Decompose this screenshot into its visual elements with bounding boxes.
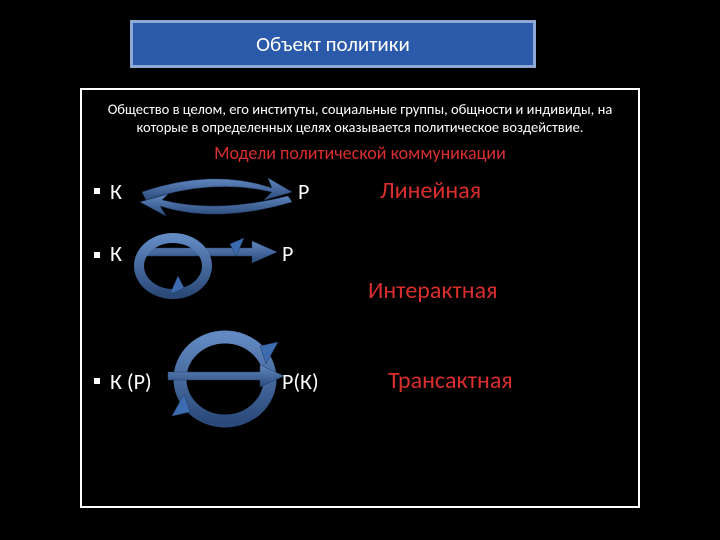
endpoint-right: Р(К) [282, 368, 319, 395]
transactional-arrows-icon [160, 314, 300, 444]
model-label: Интерактная [368, 276, 498, 305]
endpoint-right: Р [282, 240, 293, 267]
model-row-linear: К Р Линейная [110, 170, 638, 220]
endpoint-right: Р [298, 178, 309, 205]
bullet-icon [94, 188, 100, 194]
bullet-icon [94, 252, 100, 258]
model-row-transactional: К (Р) Р(К) Трансактная [110, 354, 638, 424]
slide-title: Объект политики [256, 31, 410, 57]
model-row-interactive: К Р [110, 238, 638, 276]
endpoint-left: К [110, 178, 122, 205]
model-label: Трансактная [388, 366, 513, 395]
model-label: Линейная [380, 176, 481, 205]
endpoint-left: К [110, 240, 122, 267]
endpoint-left: К (Р) [110, 368, 152, 395]
title-box: Объект политики [130, 20, 536, 68]
slide: Объект политики Общество в целом, его ин… [0, 0, 720, 540]
description-text: Общество в целом, его институты, социаль… [106, 100, 614, 136]
subtitle-text: Модели политической коммуникации [82, 142, 638, 164]
bullet-icon [94, 378, 100, 384]
content-box: Общество в целом, его институты, социаль… [80, 88, 640, 508]
